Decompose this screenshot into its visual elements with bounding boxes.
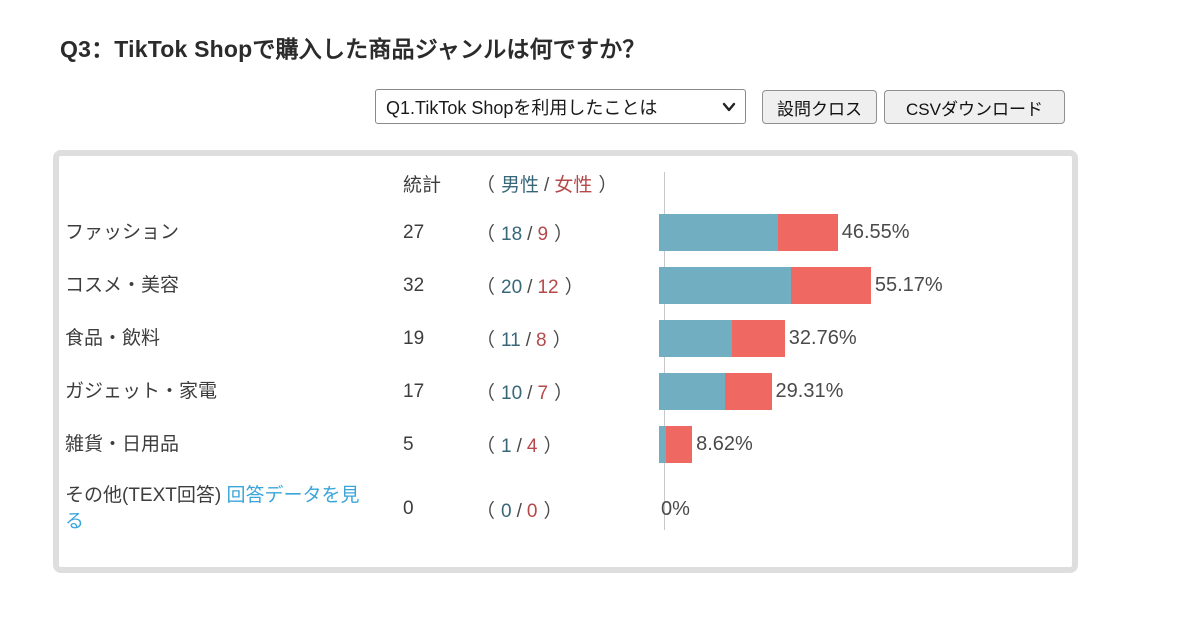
paren: ） (554, 383, 574, 404)
stacked-bar (659, 426, 693, 463)
category-label: その他(TEXT回答) 回答データを見る (59, 483, 403, 534)
paren: （ (476, 277, 496, 298)
paren: ） (564, 277, 584, 298)
category-label-text: その他(TEXT回答) (65, 485, 222, 507)
paren: （ (476, 224, 496, 245)
total-count: 19 (403, 327, 425, 349)
male-legend: 男性 (501, 174, 540, 196)
question-cross-button[interactable]: 設問クロス (762, 90, 877, 124)
paren: （ (476, 436, 496, 457)
female-count: 0 (526, 500, 538, 522)
female-count: 9 (537, 224, 549, 245)
female-count: 4 (526, 436, 538, 457)
table-row: ファッション 27 （18/9） 46.55% (59, 206, 1072, 259)
bar-segment-male (659, 373, 726, 410)
table-row: 雑貨・日用品 5 （1/4） 8.62% (59, 418, 1072, 471)
female-legend: 女性 (554, 174, 593, 196)
paren: （ (476, 330, 496, 351)
results-panel: 統計 （男性 / 女性） ファッション 27 （18/9） 46.55% コス (53, 150, 1078, 573)
stat-column-header: 統計 (403, 174, 442, 196)
slash: / (516, 436, 522, 457)
bar-segment-female (778, 214, 838, 251)
bar-segment-male (659, 426, 666, 463)
bar-segment-female (731, 320, 785, 357)
cross-question-select-value: Q1.TikTok Shopを利用したことは (386, 97, 658, 118)
bar-segment-male (659, 267, 792, 304)
gender-breakdown: （10/7） (476, 378, 659, 405)
total-count: 17 (403, 380, 425, 402)
table-header-row: 統計 （男性 / 女性） (59, 160, 1072, 206)
female-count: 7 (537, 383, 549, 404)
gender-breakdown: （11/8） (476, 325, 659, 352)
paren: （ (476, 500, 496, 522)
percent-label: 8.62% (696, 433, 753, 455)
gender-breakdown: （18/9） (476, 219, 659, 246)
chevron-down-icon (721, 99, 737, 120)
paren: ） (552, 330, 572, 351)
percent-label: 29.31% (775, 380, 844, 402)
slash: / (527, 383, 533, 404)
paren: ） (554, 224, 574, 245)
female-count: 12 (537, 277, 559, 298)
bar-segment-male (659, 320, 732, 357)
cross-question-select[interactable]: Q1.TikTok Shopを利用したことは (375, 89, 746, 124)
male-count: 1 (501, 436, 512, 457)
slash: / (544, 174, 550, 196)
total-count: 5 (403, 433, 414, 455)
category-label: 食品・飲料 (65, 327, 161, 349)
category-label: ファッション (65, 221, 180, 243)
bar-segment-female (791, 267, 871, 304)
slash: / (516, 500, 522, 522)
paren: （ (476, 174, 496, 196)
female-count: 8 (536, 330, 547, 351)
stacked-bar (659, 320, 785, 357)
slash: / (527, 224, 533, 245)
table-row: ガジェット・家電 17 （10/7） 29.31% (59, 365, 1072, 418)
bar-segment-female (665, 426, 693, 463)
view-answer-data-link[interactable]: 回答データを見る (65, 485, 360, 532)
total-count: 32 (403, 274, 425, 296)
category-label: コスメ・美容 (65, 274, 180, 296)
stacked-bar (659, 373, 772, 410)
stacked-bar (659, 214, 838, 251)
paren: ） (543, 436, 563, 457)
paren: （ (476, 383, 496, 404)
slash: / (527, 277, 533, 298)
gender-column-header: （男性 / 女性） (476, 170, 659, 197)
category-label: ガジェット・家電 (65, 380, 218, 402)
male-count: 0 (501, 500, 512, 522)
paren: ） (598, 174, 618, 196)
category-label: 雑貨・日用品 (65, 433, 180, 455)
page-title: Q3：TikTok Shopで購入した商品ジャンルは何ですか？ (60, 36, 646, 62)
male-count: 20 (501, 277, 523, 298)
male-count: 10 (501, 383, 523, 404)
percent-label: 32.76% (788, 327, 857, 349)
percent-label: 46.55% (841, 221, 910, 243)
results-table: 統計 （男性 / 女性） ファッション 27 （18/9） 46.55% コス (59, 160, 1072, 547)
table-row: その他(TEXT回答) 回答データを見る 0 （0/0） 0% (59, 471, 1072, 547)
csv-download-button[interactable]: CSVダウンロード (884, 90, 1065, 124)
total-count: 27 (403, 221, 425, 243)
percent-label: 55.17% (874, 274, 943, 296)
stacked-bar (659, 267, 871, 304)
gender-breakdown: （0/0） (476, 496, 659, 523)
male-count: 11 (501, 330, 521, 351)
table-row: 食品・飲料 19 （11/8） 32.76% (59, 312, 1072, 365)
slash: / (525, 330, 532, 351)
gender-breakdown: （1/4） (476, 431, 659, 458)
percent-label: 0% (661, 497, 690, 520)
paren: ） (543, 500, 563, 522)
gender-breakdown: （20/12） (476, 272, 659, 299)
male-count: 18 (501, 224, 523, 245)
bar-segment-male (659, 214, 779, 251)
bar-segment-female (725, 373, 772, 410)
table-row: コスメ・美容 32 （20/12） 55.17% (59, 259, 1072, 312)
total-count: 0 (403, 498, 414, 519)
